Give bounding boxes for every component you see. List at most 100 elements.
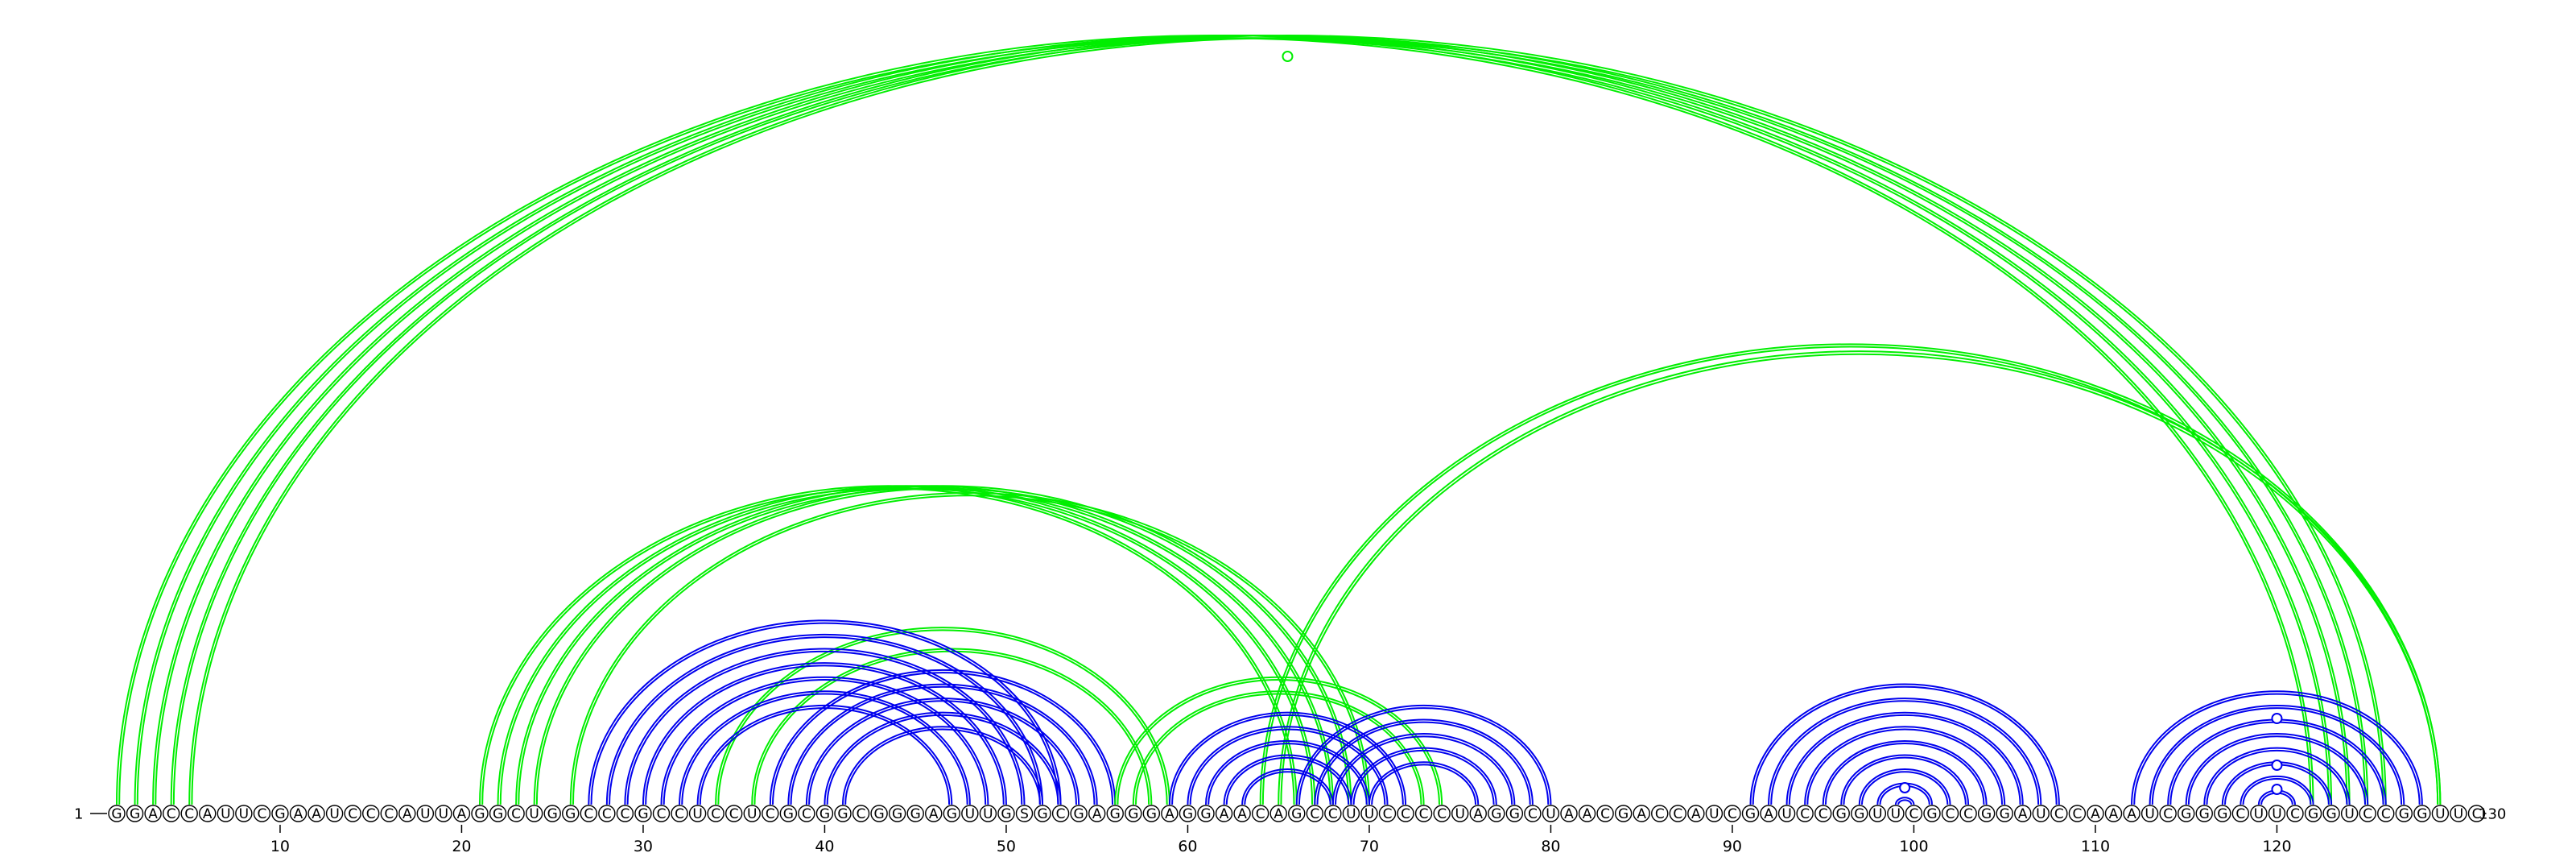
nucleotide: C: [1525, 805, 1541, 822]
nucleotide: G: [2306, 805, 2322, 822]
nucleotide: A: [1688, 805, 1704, 822]
nucleotide-letter: U: [529, 806, 539, 822]
nucleotide-letter: C: [2290, 806, 2300, 822]
nucleotide-letter: C: [1056, 806, 1066, 822]
nucleotide-letter: A: [1220, 806, 1229, 822]
nucleotide-letter: A: [402, 806, 412, 822]
nucleotide: G: [907, 805, 923, 822]
nucleotide: C: [2359, 805, 2376, 822]
tick-label: 110: [2081, 838, 2110, 855]
tick-label: 60: [1178, 838, 1197, 855]
nucleotide: G: [1125, 805, 1141, 822]
nucleotide: C: [254, 805, 270, 822]
nucleotide-letter: U: [1872, 806, 1882, 822]
nucleotide-letter: C: [511, 806, 521, 822]
nucleotide-letter: C: [1256, 806, 1265, 822]
nucleotide: U: [1779, 805, 1795, 822]
pseudoknot-markers: [1282, 52, 2281, 794]
nucleotide: G: [1488, 805, 1505, 822]
nucleotide: G: [1143, 805, 1159, 822]
nucleotide-letter: C: [1383, 806, 1393, 822]
nucleotide-letter: S: [1020, 806, 1029, 822]
nucleotide: C: [1597, 805, 1613, 822]
nucleotide: C: [1307, 805, 1323, 822]
nucleotide: G: [1506, 805, 1522, 822]
tick-label: 100: [1899, 838, 1928, 855]
nucleotide: C: [1815, 805, 1831, 822]
base-pair-arc: [135, 35, 2332, 805]
nucleotide-letter: G: [1183, 806, 1193, 822]
nucleotide-letter: C: [1328, 806, 1338, 822]
nucleotide-letter: G: [638, 806, 648, 822]
nucleotide-letter: A: [1274, 806, 1283, 822]
nucleotide: C: [671, 805, 687, 822]
nucleotide: C: [1325, 805, 1341, 822]
nucleotide-letter: C: [348, 806, 357, 822]
nucleotide-letter: A: [312, 806, 321, 822]
nucleotide: G: [1743, 805, 1759, 822]
nucleotide: U: [1888, 805, 1904, 822]
nucleotide: G: [816, 805, 832, 822]
nucleotide-letter: C: [1655, 806, 1665, 822]
nucleotide: C: [363, 805, 379, 822]
nucleotide: C: [345, 805, 361, 822]
nucleotide: U: [1869, 805, 1885, 822]
nucleotide-letter: C: [620, 806, 630, 822]
nucleotide-letter: A: [1237, 806, 1247, 822]
nucleotide-letter: C: [1401, 806, 1410, 822]
base-pair-arc: [1826, 743, 1984, 805]
tick-label: 120: [2262, 838, 2291, 855]
nucleotide-letter: C: [384, 806, 394, 822]
nucleotide: G: [1198, 805, 1214, 822]
nucleotide-letter: U: [965, 806, 975, 822]
nucleotide-letter: C: [1419, 806, 1429, 822]
nucleotide-letter: C: [184, 806, 194, 822]
nucleotide: G: [472, 805, 488, 822]
base-pair-arc: [153, 35, 2350, 805]
nucleotide: G: [2414, 805, 2430, 822]
nucleotide: G: [127, 805, 143, 822]
nucleotide-letter: C: [1600, 806, 1610, 822]
nucleotide-letter: C: [657, 806, 667, 822]
nucleotide: U: [2251, 805, 2267, 822]
nucleotide-letter: C: [2235, 806, 2245, 822]
nucleotide-letter: U: [2344, 806, 2354, 822]
nucleotide-letter: U: [2454, 806, 2463, 822]
nucleotide-letter: U: [2036, 806, 2046, 822]
nucleotide: G: [943, 805, 960, 822]
nucleotide: U: [2268, 805, 2285, 822]
nucleotide-letter: G: [783, 806, 794, 822]
tick-label: 70: [1360, 838, 1379, 855]
nucleotide-letter: G: [1745, 806, 1756, 822]
nucleotide-letter: C: [802, 806, 811, 822]
nucleotide: U: [690, 805, 706, 822]
nucleotide: U: [1343, 805, 1359, 822]
nucleotide-letter: A: [1473, 806, 1483, 822]
nucleotide: G: [2396, 805, 2412, 822]
nucleotide: C: [762, 805, 778, 822]
nucleotide-letter: C: [1963, 806, 1973, 822]
nucleotide-letter: A: [2109, 806, 2119, 822]
nucleotide-letter: C: [1818, 806, 1828, 822]
nucleotide: A: [1561, 805, 1577, 822]
position-ticks: 10 20 30 40 50 60 70 80 90 100 110 120: [270, 825, 2292, 855]
nucleotide: G: [2178, 805, 2194, 822]
nucleotide-letter: C: [2363, 806, 2372, 822]
nucleotide-letter: U: [1546, 806, 1555, 822]
nucleotide: C: [163, 805, 180, 822]
nucleotide: C: [1253, 805, 1269, 822]
nucleotide-letter: A: [1092, 806, 1102, 822]
nucleotide: C: [2069, 805, 2085, 822]
nucleotide-letter: A: [1764, 806, 1773, 822]
nucleotide-letter: C: [1909, 806, 1919, 822]
nucleotide: C: [1905, 805, 1922, 822]
nucleotide-letter: C: [857, 806, 866, 822]
base-pair-arc: [498, 486, 1315, 805]
nucleotide-letter: G: [111, 806, 122, 822]
nucleotide: G: [998, 805, 1014, 822]
nucleotide-letter: G: [1836, 806, 1847, 822]
nucleotide: C: [599, 805, 615, 822]
nucleotide-letter: U: [221, 806, 230, 822]
nucleotide-letter: C: [257, 806, 266, 822]
nucleotide: C: [1380, 805, 1396, 822]
